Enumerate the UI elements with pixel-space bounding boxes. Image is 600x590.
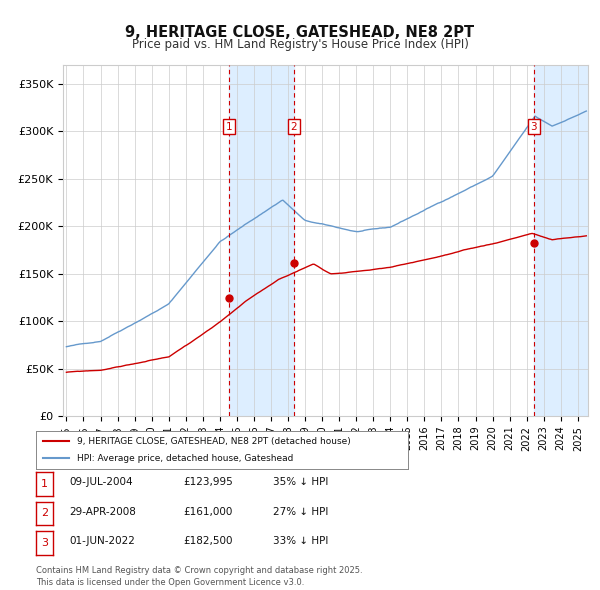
Text: £182,500: £182,500 bbox=[183, 536, 233, 546]
Text: 3: 3 bbox=[530, 122, 537, 132]
Text: 1: 1 bbox=[41, 479, 48, 489]
Text: 1: 1 bbox=[226, 122, 232, 132]
Text: 9, HERITAGE CLOSE, GATESHEAD, NE8 2PT (detached house): 9, HERITAGE CLOSE, GATESHEAD, NE8 2PT (d… bbox=[77, 437, 350, 446]
Text: 27% ↓ HPI: 27% ↓ HPI bbox=[273, 507, 328, 517]
Text: HPI: Average price, detached house, Gateshead: HPI: Average price, detached house, Gate… bbox=[77, 454, 293, 463]
Text: 3: 3 bbox=[41, 538, 48, 548]
Text: 33% ↓ HPI: 33% ↓ HPI bbox=[273, 536, 328, 546]
Text: £161,000: £161,000 bbox=[183, 507, 232, 517]
Bar bbox=[229, 65, 293, 416]
Text: 29-APR-2008: 29-APR-2008 bbox=[69, 507, 136, 517]
Text: 2: 2 bbox=[41, 509, 48, 518]
Text: 01-JUN-2022: 01-JUN-2022 bbox=[69, 536, 135, 546]
Text: Contains HM Land Registry data © Crown copyright and database right 2025.
This d: Contains HM Land Registry data © Crown c… bbox=[36, 566, 362, 587]
Text: £123,995: £123,995 bbox=[183, 477, 233, 487]
Text: Price paid vs. HM Land Registry's House Price Index (HPI): Price paid vs. HM Land Registry's House … bbox=[131, 38, 469, 51]
Text: 35% ↓ HPI: 35% ↓ HPI bbox=[273, 477, 328, 487]
Text: 9, HERITAGE CLOSE, GATESHEAD, NE8 2PT: 9, HERITAGE CLOSE, GATESHEAD, NE8 2PT bbox=[125, 25, 475, 40]
Text: 09-JUL-2004: 09-JUL-2004 bbox=[69, 477, 133, 487]
Text: 2: 2 bbox=[290, 122, 297, 132]
Bar bbox=[534, 65, 588, 416]
